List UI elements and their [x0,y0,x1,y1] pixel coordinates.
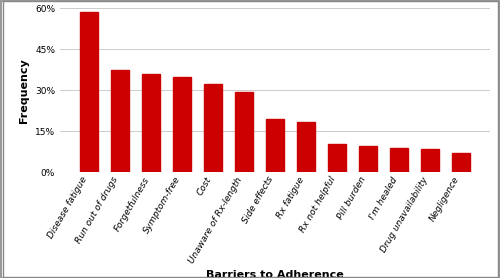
Bar [142,74,160,172]
Bar [328,144,346,172]
Bar [234,92,254,172]
Bar [204,83,223,172]
Bar [390,148,408,172]
Bar [359,147,378,172]
Bar [452,153,470,172]
Bar [421,149,440,172]
Y-axis label: Frequency: Frequency [20,58,30,123]
Bar [110,70,129,172]
Bar [266,119,284,172]
Bar [172,77,191,172]
Bar [80,13,98,172]
Bar [296,122,316,172]
X-axis label: Barriers to Adherence: Barriers to Adherence [206,270,344,278]
